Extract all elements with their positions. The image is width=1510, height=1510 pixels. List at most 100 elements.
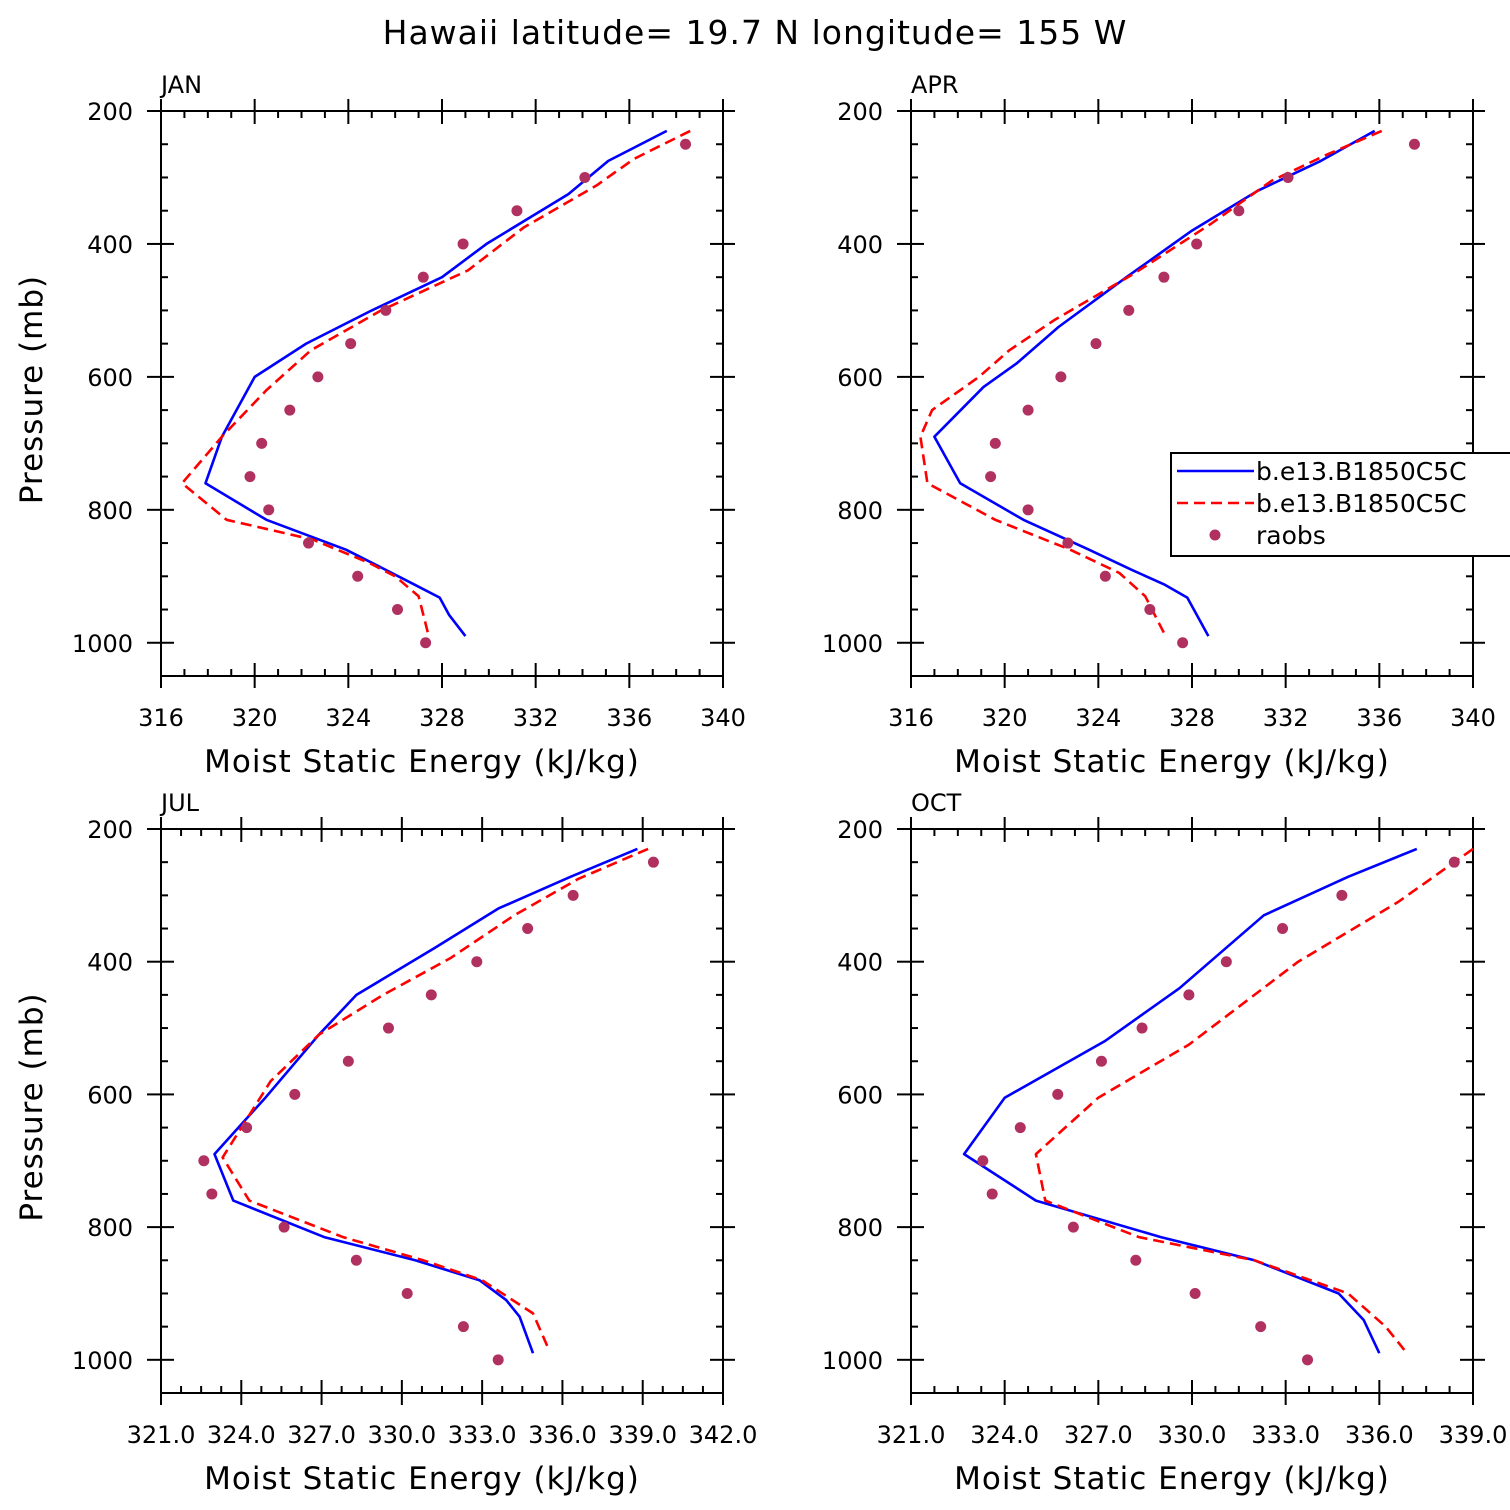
series-line-solid — [213, 847, 638, 1354]
raobs-point — [241, 1122, 253, 1134]
x-tick-label: 339.0 — [608, 1421, 677, 1449]
y-tick-label: 200 — [87, 816, 133, 844]
x-tick-label: 316 — [138, 704, 184, 732]
y-axis-title: Pressure (mb) — [14, 275, 50, 504]
raobs-point — [425, 989, 437, 1001]
x-tick-label: 330.0 — [1158, 1421, 1227, 1449]
x-tick-label: 333.0 — [1251, 1421, 1320, 1449]
x-tick-label: 321.0 — [877, 1421, 946, 1449]
raobs-point — [647, 856, 659, 868]
series-line-dashed — [919, 129, 1383, 634]
legend-label: b.e13.B1850C5C — [1256, 457, 1467, 486]
raobs-point — [1448, 856, 1460, 868]
raobs-point — [492, 1354, 504, 1366]
legend-marker — [1209, 529, 1221, 541]
panel-label: APR — [911, 71, 959, 99]
raobs-point — [1177, 637, 1189, 649]
x-axis-title: Moist Static Energy (kJ/kg) — [204, 1461, 640, 1497]
raobs-point — [312, 371, 324, 383]
raobs-point — [289, 1088, 301, 1100]
y-tick-label: 200 — [837, 816, 883, 844]
raobs-point — [380, 304, 392, 316]
x-tick-label: 342.0 — [689, 1421, 758, 1449]
series-line-dashed — [1034, 847, 1473, 1351]
y-tick-label: 400 — [837, 231, 883, 259]
raobs-point — [382, 1022, 394, 1034]
x-tick-label: 333.0 — [448, 1421, 517, 1449]
raobs-point — [989, 437, 1001, 449]
raobs-point — [1052, 1088, 1064, 1100]
y-tick-label: 400 — [87, 949, 133, 977]
x-axis-title: Moist Static Energy (kJ/kg) — [204, 744, 640, 780]
raobs-point — [1144, 604, 1156, 616]
raobs-point — [1220, 956, 1232, 968]
raobs-point — [263, 504, 275, 516]
raobs-point — [352, 570, 364, 582]
raobs-point — [1302, 1354, 1314, 1366]
x-tick-label: 324 — [325, 704, 371, 732]
raobs-point — [1090, 338, 1102, 350]
series-line-dashed — [221, 847, 649, 1351]
raobs-point — [303, 537, 315, 549]
y-tick-label: 1000 — [72, 630, 133, 658]
y-axis-title: Pressure (mb) — [14, 992, 50, 1221]
raobs-point — [206, 1188, 218, 1200]
raobs-point — [417, 271, 429, 283]
raobs-point — [1183, 989, 1195, 1001]
y-tick-label: 600 — [87, 364, 133, 392]
x-tick-label: 340 — [700, 704, 746, 732]
raobs-point — [198, 1155, 210, 1167]
raobs-point — [511, 205, 523, 217]
figure-title: Hawaii latitude= 19.7 N longitude= 155 W — [383, 13, 1128, 52]
y-tick-label: 1000 — [72, 1347, 133, 1375]
y-tick-label: 600 — [837, 364, 883, 392]
legend-label: raobs — [1256, 521, 1326, 550]
plot-frame — [160, 828, 724, 1394]
y-tick-label: 800 — [837, 1214, 883, 1242]
y-tick-label: 600 — [87, 1081, 133, 1109]
raobs-point — [350, 1254, 362, 1266]
raobs-point — [1067, 1221, 1079, 1233]
x-tick-label: 328 — [1169, 704, 1215, 732]
data-series-group — [962, 847, 1473, 1366]
plot-frame — [910, 110, 1474, 677]
raobs-point — [457, 1321, 469, 1333]
raobs-point — [1136, 1022, 1148, 1034]
raobs-point — [1158, 271, 1170, 283]
panel-label: JUL — [159, 789, 200, 817]
raobs-point — [977, 1155, 989, 1167]
raobs-point — [1014, 1122, 1026, 1134]
raobs-point — [567, 889, 579, 901]
raobs-point — [278, 1221, 290, 1233]
x-tick-label: 321.0 — [127, 1421, 196, 1449]
panel-jul: JUL 200 400 600 800 1000 321.0 324.0 327.0 330.0 3… — [14, 789, 757, 1497]
x-tick-label: 340 — [1450, 704, 1496, 732]
x-axis-title: Moist Static Energy (kJ/kg) — [954, 744, 1390, 780]
raobs-point — [985, 471, 997, 483]
panel-label: JAN — [159, 71, 202, 99]
x-tick-label: 330.0 — [367, 1421, 436, 1449]
raobs-point — [244, 471, 256, 483]
y-tick-label: 400 — [87, 231, 133, 259]
x-tick-label: 327.0 — [1064, 1421, 1133, 1449]
raobs-point — [1189, 1287, 1201, 1299]
raobs-point — [1123, 304, 1135, 316]
series-line-solid — [204, 129, 668, 637]
raobs-point — [1022, 404, 1034, 416]
raobs-point — [420, 637, 432, 649]
raobs-point — [1255, 1321, 1267, 1333]
data-series-group — [919, 129, 1420, 649]
x-tick-label: 324.0 — [970, 1421, 1039, 1449]
raobs-point — [1099, 570, 1111, 582]
x-tick-label: 327.0 — [287, 1421, 356, 1449]
x-tick-label: 328 — [419, 704, 465, 732]
raobs-point — [1191, 238, 1203, 250]
x-tick-label: 320 — [232, 704, 278, 732]
y-tick-label: 1000 — [822, 1347, 883, 1375]
series-line-solid — [962, 847, 1418, 1354]
panel-oct: OCT 200 400 600 800 1000 321.0 324.0 327.0 330.0 3… — [822, 789, 1507, 1497]
raobs-point — [680, 138, 692, 150]
raobs-point — [401, 1287, 413, 1299]
panel-jan: JAN 200 400 600 800 1000 316 320 324 328 332 336 340… — [14, 71, 746, 780]
